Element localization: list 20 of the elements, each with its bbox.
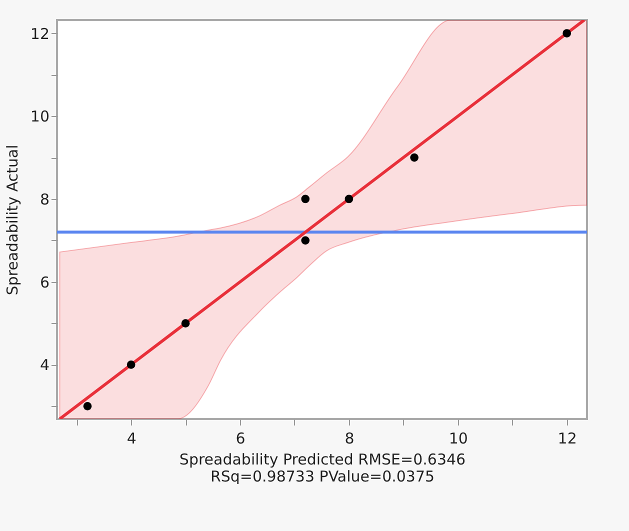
x-tick-label: 12 <box>558 430 577 448</box>
point <box>562 29 572 38</box>
point <box>181 319 190 328</box>
x-tick-label: 6 <box>236 430 246 448</box>
y-tick-label: 12 <box>30 24 50 43</box>
x-tick-label: 8 <box>344 430 354 448</box>
x-tick-label: 4 <box>126 430 136 448</box>
point <box>126 360 136 369</box>
point <box>83 402 92 410</box>
y-tick-label: 6 <box>40 273 50 292</box>
y-tick-label: 10 <box>30 108 50 126</box>
x-tick-label: 10 <box>448 430 468 448</box>
point <box>301 194 310 204</box>
x-axis-title: Spreadability Predicted RMSE=0.6346 <box>179 450 466 468</box>
point <box>344 194 354 204</box>
point <box>301 236 310 245</box>
y-tick-label: 8 <box>40 190 50 208</box>
y-axis-title: Spreadability Actual <box>3 144 22 296</box>
y-tick-label: 4 <box>40 356 50 374</box>
point <box>410 153 419 162</box>
